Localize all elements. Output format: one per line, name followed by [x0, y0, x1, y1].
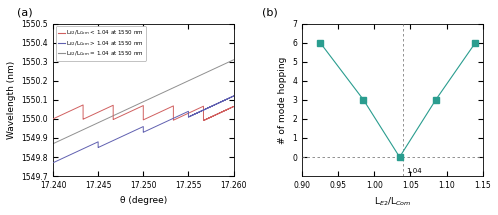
Text: (a): (a)	[17, 8, 32, 17]
Text: (b): (b)	[262, 8, 278, 17]
Legend: L$_{E2}$/L$_{Com}$ < 1.04 at 1550 nm, L$_{E2}$/L$_{Com}$ > 1.04 at 1550 nm, L$_{: L$_{E2}$/L$_{Com}$ < 1.04 at 1550 nm, L$…	[56, 26, 146, 60]
Y-axis label: # of mode hopping: # of mode hopping	[278, 56, 287, 144]
Y-axis label: Wavelength (nm): Wavelength (nm)	[7, 61, 16, 139]
X-axis label: L$_{E2}$/L$_{Com}$: L$_{E2}$/L$_{Com}$	[374, 196, 411, 208]
Text: 1.04: 1.04	[406, 167, 422, 174]
X-axis label: θ (degree): θ (degree)	[120, 196, 167, 204]
